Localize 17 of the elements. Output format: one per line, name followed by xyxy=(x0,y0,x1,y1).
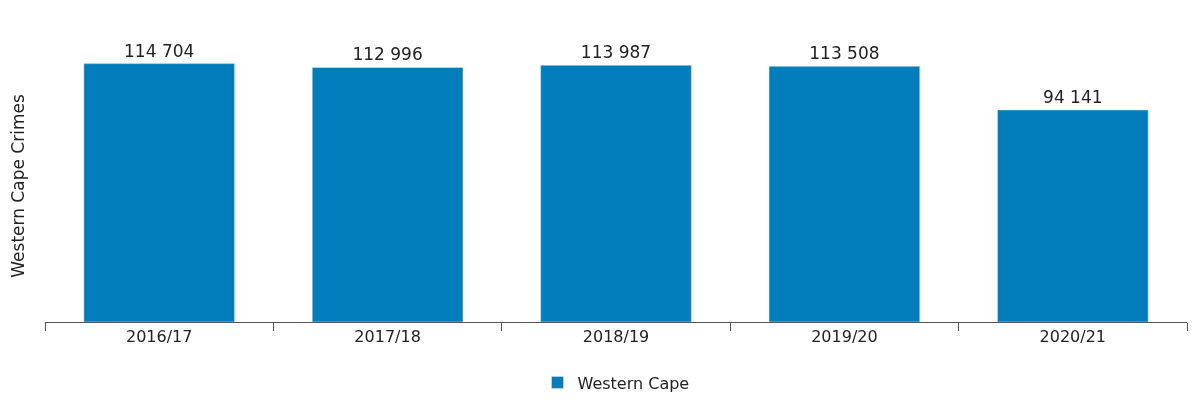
data-label: 94 141 xyxy=(1043,86,1103,107)
data-label: 114 704 xyxy=(124,40,195,61)
bar xyxy=(768,66,921,322)
legend-label: Western Cape xyxy=(577,373,690,393)
bar xyxy=(83,63,235,322)
x-tick-label: 2019/20 xyxy=(811,327,878,347)
data-label: 113 508 xyxy=(809,43,880,64)
x-tick-label: 2018/19 xyxy=(582,327,650,347)
bar xyxy=(311,67,464,322)
x-tick-label: 2020/21 xyxy=(1039,327,1107,347)
data-label: 113 987 xyxy=(580,42,652,63)
x-tick-label: 2017/18 xyxy=(354,327,421,347)
bar xyxy=(997,109,1149,322)
bar xyxy=(540,64,692,322)
data-label: 112 996 xyxy=(352,44,423,65)
x-tick-label: 2016/17 xyxy=(125,327,193,347)
y-axis-title: Western Cape Crimes xyxy=(7,94,28,278)
